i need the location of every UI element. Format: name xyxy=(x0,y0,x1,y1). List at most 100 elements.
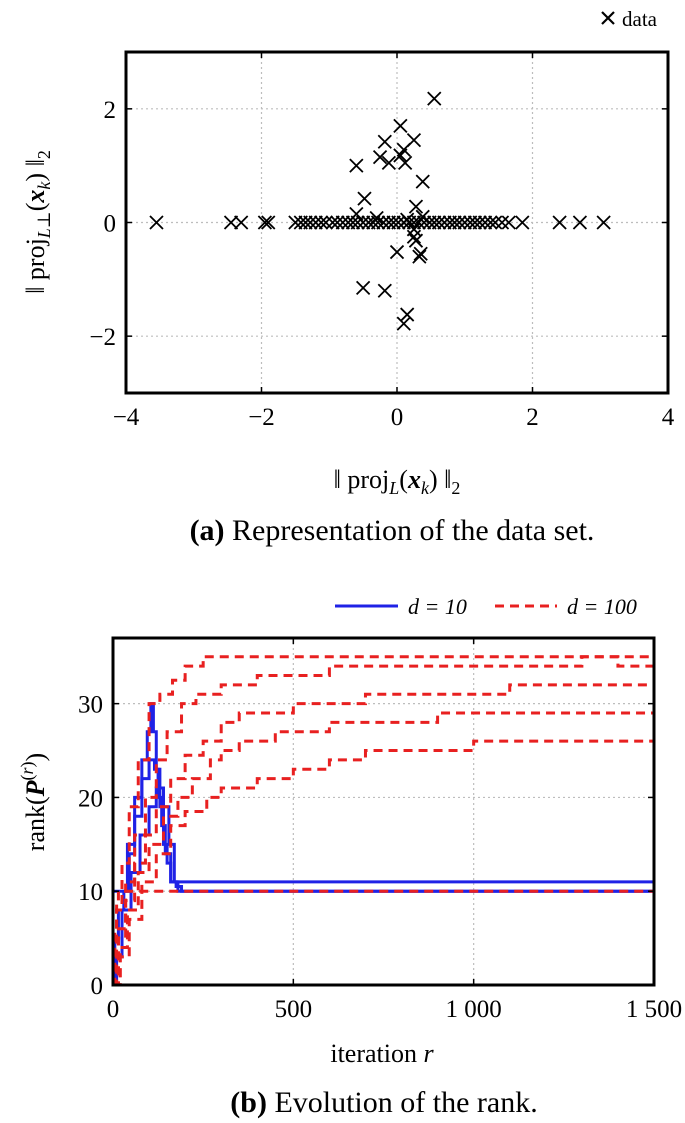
data-point-x-marker xyxy=(381,155,397,170)
chart-b-lines xyxy=(113,655,656,987)
data-point-x-marker xyxy=(572,215,588,230)
x-tick-label: 1 000 xyxy=(446,996,502,1023)
x-tick-label: 2 xyxy=(526,404,539,431)
data-point-x-marker xyxy=(501,215,516,230)
chart-a-legend: data xyxy=(601,7,658,31)
data-point-x-marker xyxy=(427,91,442,106)
data-point-x-marker xyxy=(406,222,422,237)
chart-a-points xyxy=(149,91,611,331)
x-tick-label: 0 xyxy=(107,996,120,1023)
data-point-x-marker xyxy=(303,215,318,230)
data-point-x-marker xyxy=(413,246,428,261)
data-point-x-marker xyxy=(472,215,487,230)
series-line-d10 xyxy=(113,758,654,987)
data-point-x-marker xyxy=(437,215,452,230)
chart-a-caption: (a) Representation of the data set. xyxy=(190,514,595,547)
legend-label-d10: d = 10 xyxy=(408,594,467,619)
data-point-x-marker xyxy=(408,199,424,214)
legend-label-d100: d = 100 xyxy=(567,594,637,619)
data-point-x-marker xyxy=(467,215,483,230)
data-point-x-marker xyxy=(477,215,493,230)
chart-a-y-ticks: −2 0 2 xyxy=(89,97,668,351)
chart-b-x-ticks: 0 500 1 000 1 500 xyxy=(107,638,682,1023)
y-tick-label: 30 xyxy=(78,692,103,719)
data-point-x-marker xyxy=(335,215,350,230)
data-point-x-marker xyxy=(447,215,462,230)
x-tick-label: −2 xyxy=(248,404,275,431)
data-point-x-marker xyxy=(488,215,503,230)
y-tick-label: 20 xyxy=(78,785,103,812)
data-point-x-marker xyxy=(349,158,364,173)
data-point-x-marker xyxy=(318,215,333,230)
data-point-x-marker xyxy=(483,215,498,230)
data-point-x-marker xyxy=(400,307,415,322)
chart-b-ylabel: rank(P(r)) xyxy=(17,753,50,851)
data-point-x-marker xyxy=(349,206,364,222)
data-point-x-marker xyxy=(393,148,408,163)
data-point-x-marker xyxy=(298,215,313,230)
data-point-x-marker xyxy=(452,215,467,230)
data-point-x-marker xyxy=(457,215,472,230)
data-point-x-marker xyxy=(427,215,442,230)
chart-a-x-ticks: −4 −2 0 2 4 xyxy=(113,52,675,431)
data-point-x-marker xyxy=(415,209,430,224)
data-point-x-marker xyxy=(377,283,392,298)
data-point-x-marker xyxy=(257,215,273,230)
data-point-x-marker xyxy=(416,215,432,230)
x-tick-label: 0 xyxy=(391,404,404,431)
chart-b-frame xyxy=(111,636,656,987)
y-tick-label: 10 xyxy=(78,879,103,906)
y-tick-label: 0 xyxy=(104,211,117,238)
data-point-x-marker xyxy=(515,215,530,230)
data-point-x-marker xyxy=(406,229,422,244)
data-point-x-marker xyxy=(357,191,372,206)
x-tick-label: −4 xyxy=(113,404,140,431)
data-point-x-marker xyxy=(377,134,392,149)
series-line-d100 xyxy=(113,655,654,987)
chart-b-grid xyxy=(112,638,655,986)
data-point-x-marker xyxy=(494,215,510,230)
chart-a-grid xyxy=(125,52,669,393)
data-point-x-marker xyxy=(234,215,249,230)
data-point-x-marker xyxy=(345,215,361,230)
data-point-x-marker xyxy=(325,215,340,230)
data-point-x-marker xyxy=(408,233,424,248)
data-point-x-marker xyxy=(372,150,388,165)
x-tick-label: 4 xyxy=(662,404,675,431)
chart-a-ylabel: ‖ projL⊥(xk) ‖2 xyxy=(21,150,54,294)
data-point-x-marker xyxy=(386,215,401,230)
series-line-d100 xyxy=(113,889,654,987)
data-point-x-marker xyxy=(223,215,239,230)
data-point-x-marker xyxy=(400,212,415,227)
data-point-x-marker xyxy=(396,316,411,331)
chart-b-xlabel: iteration r xyxy=(330,1039,434,1068)
data-point-x-marker xyxy=(431,215,447,230)
chart-b-legend: d = 10 d = 100 xyxy=(335,594,637,619)
data-point-x-marker xyxy=(288,215,303,230)
chart-b-y-ticks: 0 10 20 30 xyxy=(78,692,654,1000)
y-tick-label: 2 xyxy=(104,97,117,124)
line-chart-b: 0 500 1 000 1 500 0 10 20 30 d = 10 d = 100 it… xyxy=(17,594,682,1119)
data-point-x-marker xyxy=(415,174,430,189)
data-point-x-marker xyxy=(376,215,391,230)
data-point-x-marker xyxy=(355,215,371,230)
data-point-x-marker xyxy=(330,215,345,230)
data-point-x-marker xyxy=(393,118,408,134)
y-tick-label: 0 xyxy=(91,973,104,1000)
x-tick-label: 500 xyxy=(275,996,313,1023)
series-line-d100 xyxy=(113,655,654,987)
series-line-d10 xyxy=(113,786,656,987)
x-tick-label: 1 500 xyxy=(626,996,682,1023)
legend-label-data: data xyxy=(622,7,658,31)
data-point-x-marker xyxy=(149,215,164,230)
data-point-x-marker xyxy=(369,210,384,226)
chart-a-xlabel: ‖ projL(xk) ‖2 xyxy=(334,465,461,498)
data-point-x-marker xyxy=(389,244,405,260)
data-point-x-marker xyxy=(397,155,413,170)
data-point-x-marker xyxy=(412,249,427,264)
series-line-d100 xyxy=(113,683,654,987)
data-point-x-marker xyxy=(355,280,371,295)
data-point-x-marker xyxy=(391,215,406,230)
data-point-x-marker xyxy=(552,215,567,230)
